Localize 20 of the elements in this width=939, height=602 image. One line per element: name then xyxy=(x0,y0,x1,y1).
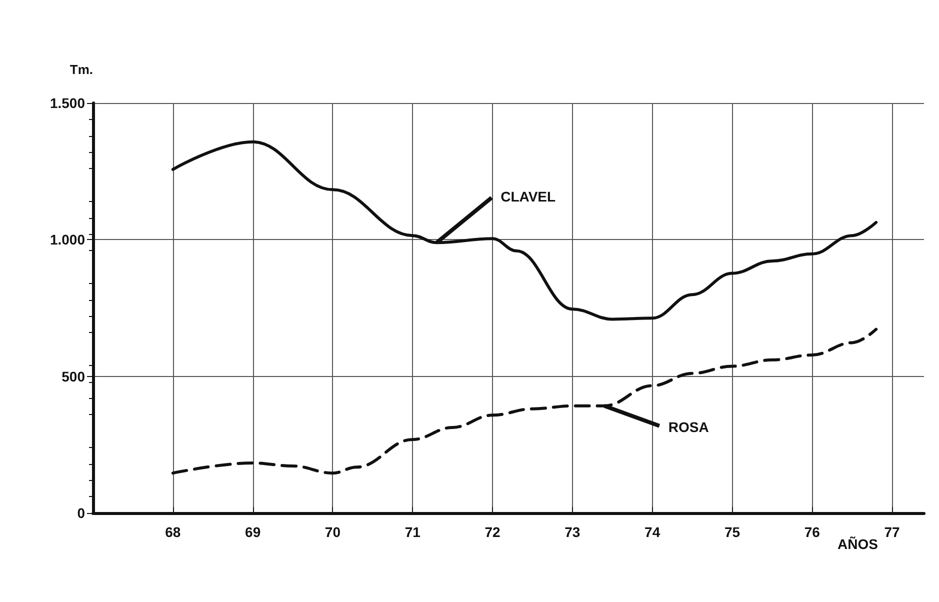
x-tick-label: 77 xyxy=(884,524,900,540)
y-axis-title: Tm. xyxy=(70,62,93,77)
annotation: CLAVEL xyxy=(500,188,556,205)
x-axis-title: AÑOS xyxy=(838,536,878,552)
y-tick-label: 500 xyxy=(62,368,86,384)
x-tick-label: 76 xyxy=(804,524,820,540)
annotation: ROSA xyxy=(668,418,709,435)
line-series xyxy=(171,328,878,475)
x-tick-label: 70 xyxy=(324,524,341,540)
x-tick-label: 73 xyxy=(564,524,580,540)
y-tick-label: 0 xyxy=(77,505,86,521)
line-series xyxy=(171,140,878,321)
x-tick-label: 69 xyxy=(245,524,261,540)
y-tick-label: 1.500 xyxy=(50,95,86,111)
x-tick-label: 68 xyxy=(165,524,181,540)
x-tick-label: 75 xyxy=(724,524,740,540)
y-tick-label: 1.000 xyxy=(50,232,86,248)
x-tick-label: 71 xyxy=(404,524,421,540)
x-tick-label: 74 xyxy=(644,524,660,540)
x-tick-label: 72 xyxy=(484,524,501,540)
